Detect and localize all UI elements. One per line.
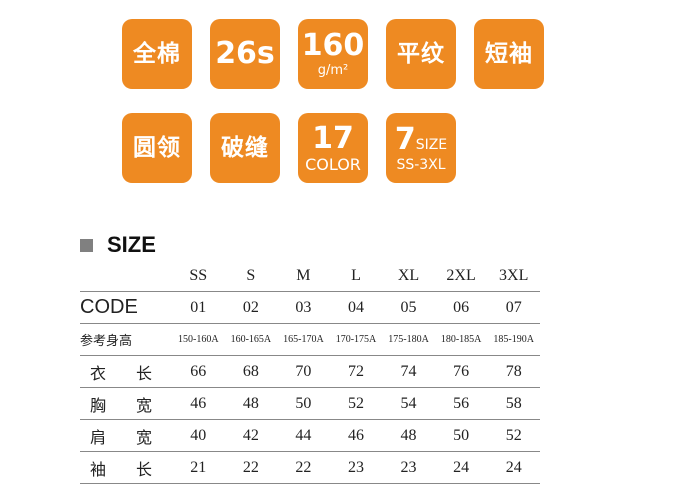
section-title: SIZE bbox=[107, 232, 156, 257]
badge-seam: 破缝 bbox=[210, 113, 280, 183]
table-cell: 175-180A bbox=[382, 323, 435, 356]
badge-collar: 圆领 bbox=[122, 113, 192, 183]
table-cell: 48 bbox=[224, 387, 278, 420]
table-cell: 44 bbox=[277, 419, 330, 452]
table-cell: 78 bbox=[487, 355, 540, 388]
size-header: S bbox=[224, 260, 278, 292]
table-cell: 68 bbox=[224, 355, 278, 388]
badge-cotton: 全棉 bbox=[122, 19, 192, 89]
table-cell: 02 bbox=[224, 291, 278, 324]
table-cell: 180-185A bbox=[434, 323, 488, 356]
badge-suffix: SIZE bbox=[415, 136, 448, 153]
row-label-char: 肩 bbox=[90, 427, 107, 447]
row-label-char: 宽 bbox=[135, 427, 152, 447]
table-cell: 54 bbox=[382, 387, 435, 420]
row-label: 衣长 bbox=[80, 355, 172, 388]
badge-text: 7 bbox=[394, 121, 416, 157]
table-cell: 165-170A bbox=[277, 323, 330, 356]
table-row: 肩宽 40 42 44 46 48 50 52 bbox=[80, 419, 540, 452]
table-row: 袖长 21 22 22 23 23 24 24 bbox=[80, 451, 540, 484]
table-cell: 04 bbox=[329, 291, 383, 324]
badge-text: 17 bbox=[312, 120, 354, 156]
table-cell: 74 bbox=[382, 355, 435, 388]
table-cell: 70 bbox=[277, 355, 330, 388]
badge-subtext: g/m² bbox=[317, 63, 349, 78]
badge-text: 26s bbox=[215, 36, 275, 71]
table-cell: 72 bbox=[329, 355, 383, 388]
table-cell: 150-160A bbox=[172, 323, 225, 356]
badge-text: 圆领 bbox=[133, 134, 181, 161]
table-cell: 58 bbox=[487, 387, 540, 420]
row-label: 胸宽 bbox=[80, 387, 172, 420]
table-row: CODE 01 02 03 04 05 06 07 bbox=[80, 291, 540, 324]
table-cell: 23 bbox=[329, 451, 383, 484]
table-cell: 05 bbox=[382, 291, 435, 324]
table-cell: 21 bbox=[172, 451, 225, 484]
row-label: 肩宽 bbox=[80, 419, 172, 452]
table-cell: 50 bbox=[434, 419, 488, 452]
table-cell: 52 bbox=[487, 419, 540, 452]
badge-colors: 17 COLOR bbox=[298, 113, 368, 183]
row-label-char: 宽 bbox=[135, 395, 152, 415]
table-cell: 52 bbox=[329, 387, 383, 420]
table-cell: 24 bbox=[487, 451, 540, 484]
table-cell: 46 bbox=[172, 387, 225, 420]
table-cell: 07 bbox=[487, 291, 540, 324]
size-table: SS S M L XL 2XL 3XL CODE 01 02 03 04 05 06 07 参考身高 150-… bbox=[80, 260, 540, 484]
size-header: SS bbox=[172, 260, 225, 292]
table-cell: 48 bbox=[382, 419, 435, 452]
table-cell: 42 bbox=[224, 419, 278, 452]
row-label-char: 长 bbox=[135, 363, 152, 383]
table-cell: 185-190A bbox=[487, 323, 540, 356]
table-cell: 50 bbox=[277, 387, 330, 420]
table-row: 胸宽 46 48 50 52 54 56 58 bbox=[80, 387, 540, 420]
row-label-char: 袖 bbox=[90, 459, 107, 479]
badge-text: 短袖 bbox=[485, 40, 533, 67]
badge-text: 破缝 bbox=[221, 134, 269, 161]
square-bullet-icon bbox=[80, 238, 93, 252]
table-cell: 24 bbox=[434, 451, 488, 484]
table-cell: 22 bbox=[277, 451, 330, 484]
badge-sizes: 7SIZE SS-3XL bbox=[386, 113, 456, 183]
badge-sleeve: 短袖 bbox=[474, 19, 544, 89]
row-label-char: 衣 bbox=[90, 363, 107, 383]
size-header-row: SS S M L XL 2XL 3XL bbox=[80, 260, 540, 292]
badge-weave: 平纹 bbox=[386, 19, 456, 89]
row-label: 袖长 bbox=[80, 451, 172, 484]
table-cell: 170-175A bbox=[329, 323, 383, 356]
badge-subtext: SS-3XL bbox=[396, 156, 446, 173]
badge-text: 160 bbox=[301, 28, 365, 63]
size-header: 2XL bbox=[434, 260, 488, 292]
size-header: M bbox=[277, 260, 330, 292]
table-cell: 160-165A bbox=[224, 323, 278, 356]
row-label-char: 胸 bbox=[90, 395, 107, 415]
table-cell: 23 bbox=[382, 451, 435, 484]
table-cell: 40 bbox=[172, 419, 225, 452]
row-label: CODE bbox=[80, 291, 172, 324]
badge-weight: 160 g/m² bbox=[298, 19, 368, 89]
badge-text: 全棉 bbox=[133, 40, 181, 67]
badge-yarn: 26s bbox=[210, 19, 280, 89]
size-header: XL bbox=[382, 260, 435, 292]
table-row: 衣长 66 68 70 72 74 76 78 bbox=[80, 355, 540, 388]
table-cell: 46 bbox=[329, 419, 383, 452]
table-cell: 22 bbox=[224, 451, 278, 484]
size-header: 3XL bbox=[487, 260, 540, 292]
table-cell: 01 bbox=[172, 291, 225, 324]
size-section-heading: SIZE bbox=[80, 232, 156, 258]
row-label: 参考身高 bbox=[80, 323, 172, 356]
table-row: 参考身高 150-160A 160-165A 165-170A 170-175A 175-… bbox=[80, 323, 540, 356]
badge-text: 平纹 bbox=[397, 40, 445, 67]
row-label-char: 长 bbox=[135, 459, 152, 479]
badge-subtext: COLOR bbox=[305, 154, 361, 174]
table-cell: 66 bbox=[172, 355, 225, 388]
table-cell: 56 bbox=[434, 387, 488, 420]
table-cell: 06 bbox=[434, 291, 488, 324]
size-header: L bbox=[329, 260, 383, 292]
table-cell: 03 bbox=[277, 291, 330, 324]
table-cell: 76 bbox=[434, 355, 488, 388]
